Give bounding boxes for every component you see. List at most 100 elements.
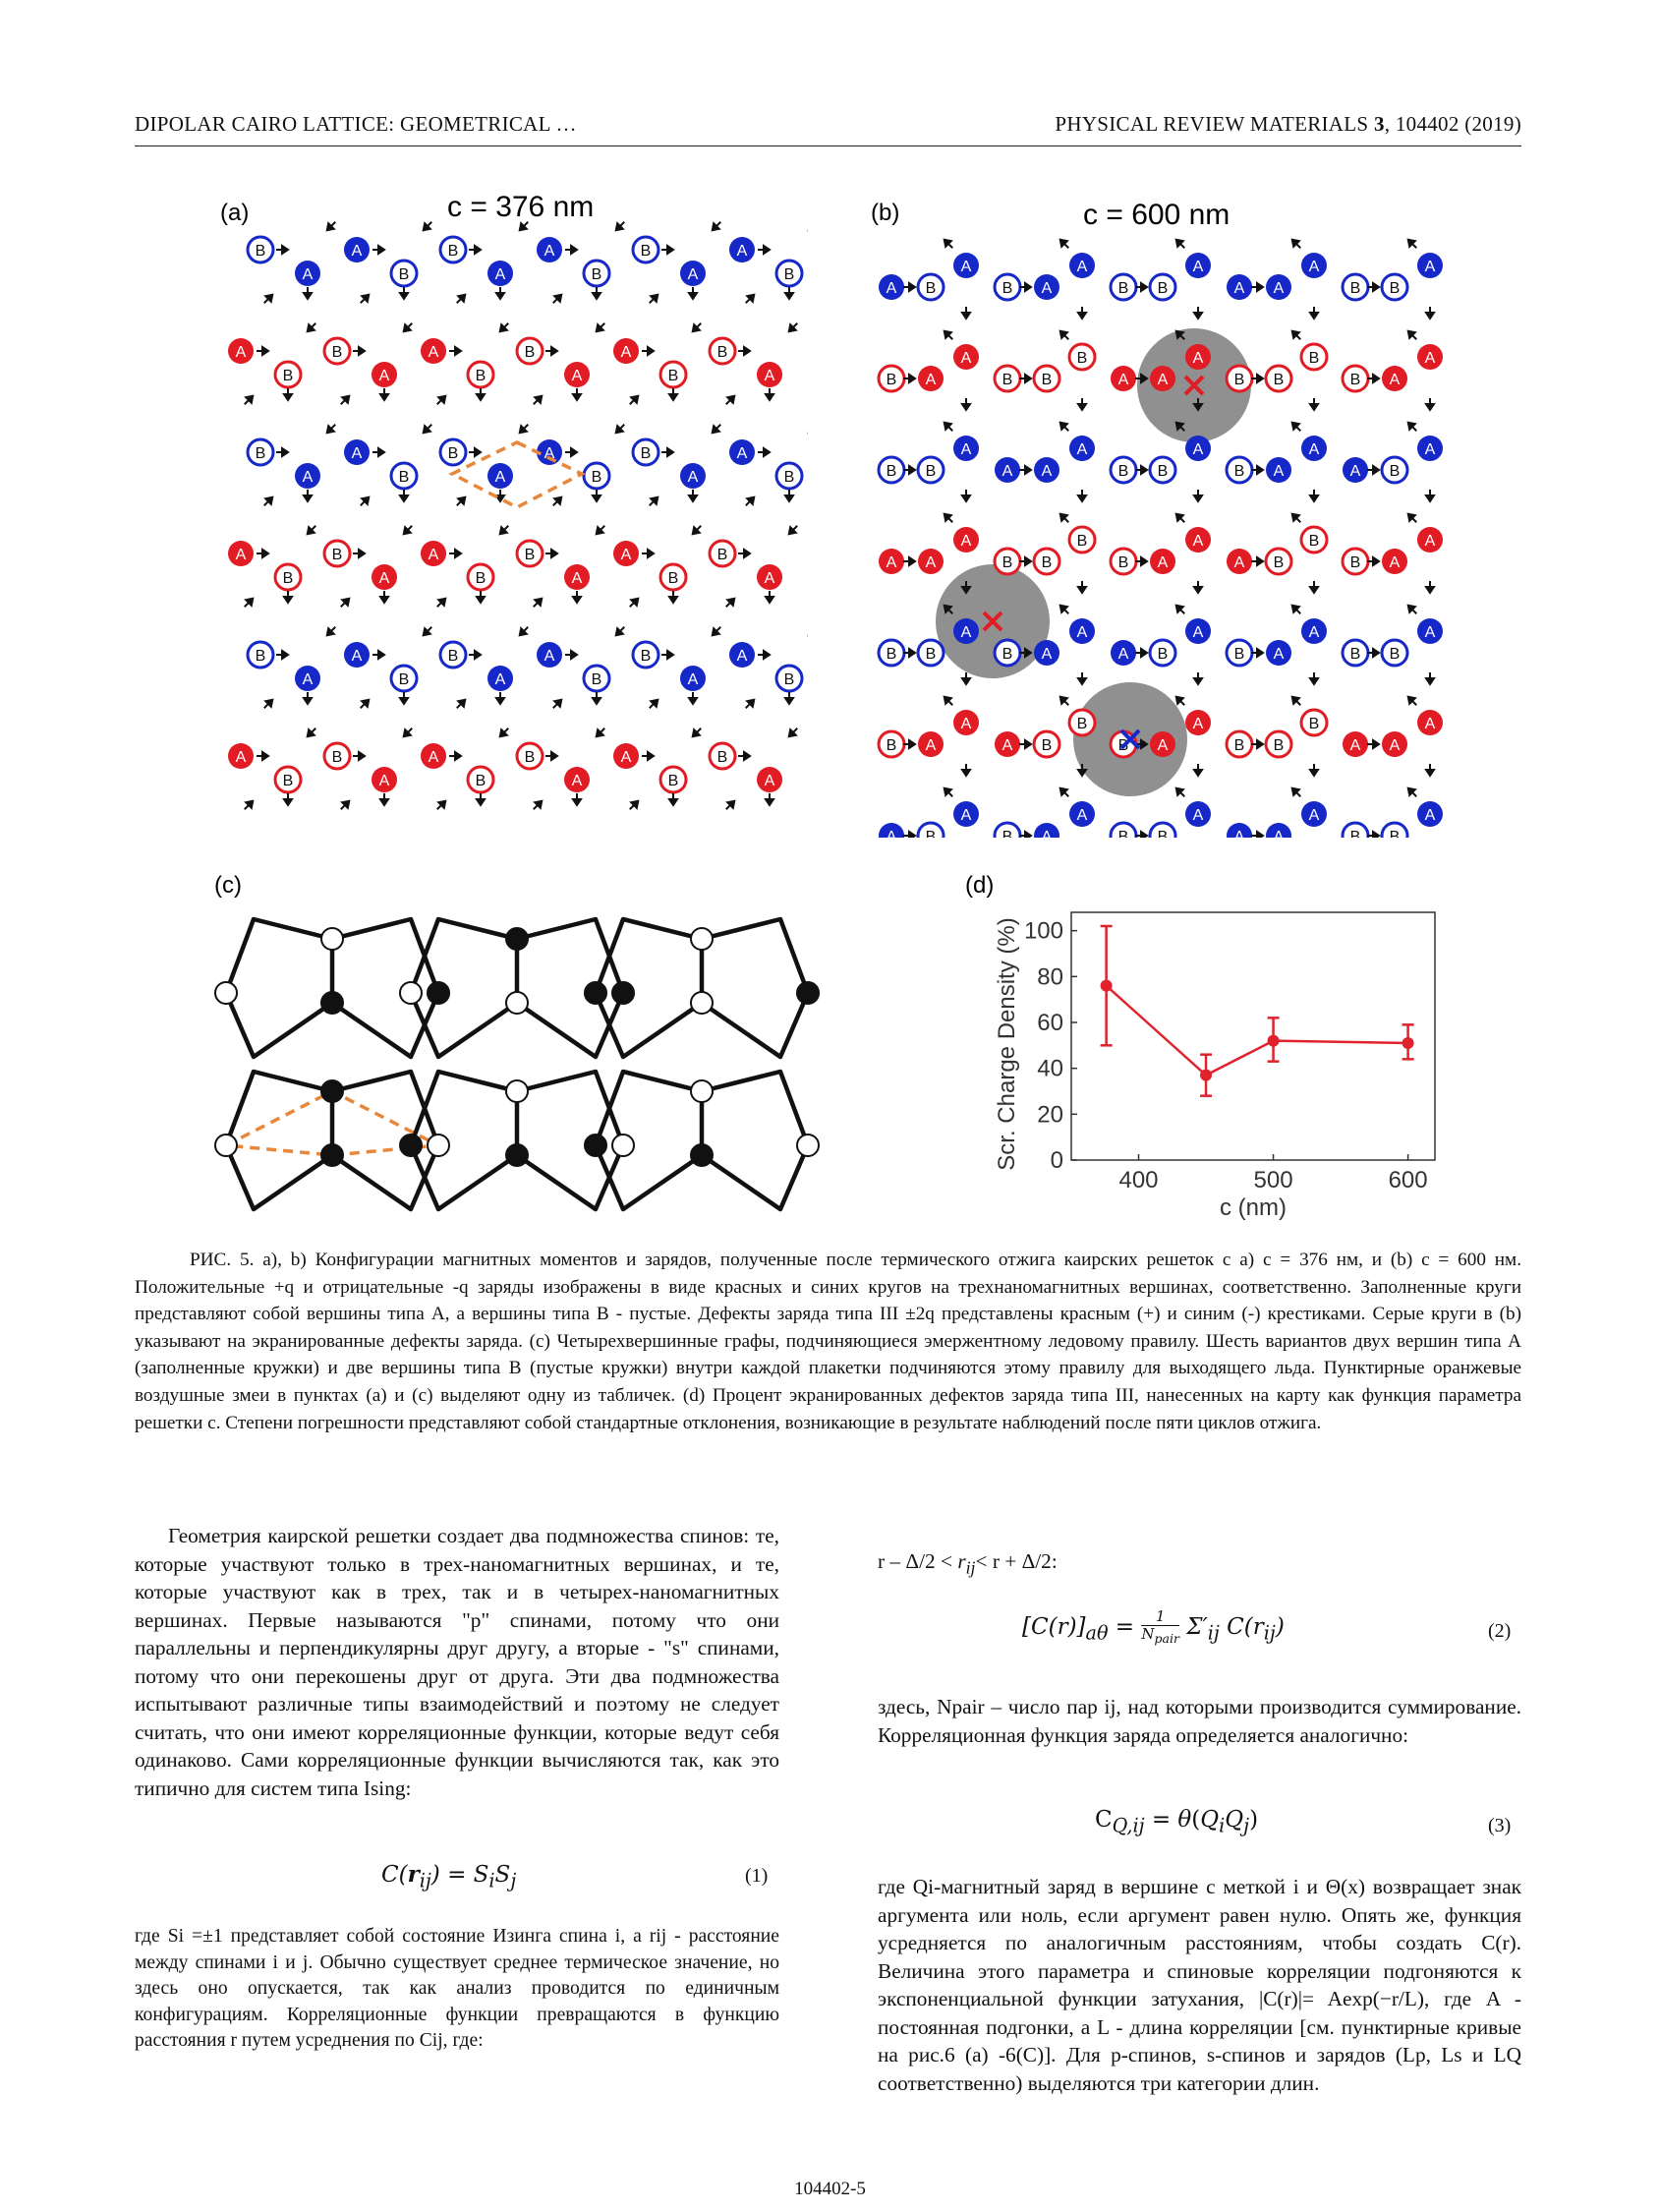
moment-arrow	[533, 799, 544, 810]
plaquette	[584, 916, 820, 1060]
vertex-label: A	[1309, 624, 1320, 641]
type-a-vertex: A	[729, 237, 755, 262]
vertex-label: A	[1042, 280, 1053, 297]
vertex-label: B	[668, 570, 679, 587]
vertex-label: B	[784, 266, 795, 283]
type-a-vertex: A	[1301, 253, 1327, 278]
moment-arrow	[1406, 786, 1417, 797]
type-b-vertex: B	[322, 539, 352, 568]
moment-arrow	[903, 647, 917, 659]
vertex-label: B	[1234, 463, 1245, 480]
vertex-label: A	[926, 554, 937, 571]
type-a-vertex: A	[680, 463, 706, 489]
vertex-label: A	[572, 570, 583, 587]
y-tick-label: 60	[1037, 1010, 1063, 1036]
moment-arrow	[263, 495, 274, 506]
vertex-label: A	[1274, 463, 1285, 480]
type-b-vertex: B	[1109, 455, 1138, 485]
moment-arrow	[1424, 398, 1436, 412]
vertex-label: A	[1425, 441, 1436, 458]
type-b-vertex: B	[1032, 364, 1061, 393]
moment-arrow	[764, 591, 775, 605]
moment-arrow	[1135, 281, 1149, 293]
moment-arrow	[745, 293, 756, 304]
vertex-label: B	[1002, 554, 1013, 571]
moment-arrow	[667, 793, 679, 807]
vertex-label: B	[1390, 829, 1401, 838]
type-a-vertex	[427, 981, 450, 1005]
type-b-vertex: B	[774, 259, 804, 288]
vertex-label: A	[544, 243, 555, 260]
moment-arrow	[340, 597, 351, 608]
moment-arrow	[353, 548, 367, 559]
panel-b-title: c = 600 nm	[1083, 199, 1230, 231]
type-b-vertex: B	[1341, 272, 1370, 302]
vertex-label: B	[1002, 372, 1013, 388]
type-a-vertex: A	[1034, 823, 1059, 838]
vertex-label: A	[1350, 737, 1361, 754]
vertex-label: A	[926, 737, 937, 754]
moment-arrow	[1019, 373, 1033, 384]
type-b-vertex: B	[774, 664, 804, 693]
vertex-label: B	[784, 469, 795, 486]
moment-arrow	[1290, 421, 1301, 432]
type-b-vertex: B	[708, 336, 737, 366]
data-point	[1100, 979, 1113, 992]
vertex-label: B	[717, 749, 728, 766]
type-b-vertex: B	[246, 235, 275, 264]
moment-arrow	[1406, 695, 1417, 706]
moment-arrow	[1290, 695, 1301, 706]
moment-arrow	[629, 799, 640, 810]
vertex-label: B	[1274, 737, 1285, 754]
moment-arrow	[1019, 647, 1033, 659]
type-a-vertex: A	[228, 338, 254, 364]
moment-arrow	[372, 446, 386, 458]
moment-arrow	[667, 591, 679, 605]
moment-arrow	[340, 799, 351, 810]
moment-arrow	[661, 244, 675, 256]
vertex-label: B	[717, 344, 728, 361]
moment-arrow	[1424, 581, 1436, 595]
vertex-label: A	[1390, 554, 1401, 571]
moment-arrow	[1290, 512, 1301, 523]
paragraph-3: здесь, Npair – число пар ij, над которым…	[878, 1695, 1521, 1747]
type-b-vertex: B	[273, 765, 303, 794]
type-a-vertex: A	[344, 642, 370, 668]
vertex-label: A	[236, 749, 247, 766]
type-b-vertex: B	[1225, 455, 1254, 485]
vertex-label: B	[1309, 350, 1320, 367]
moment-arrow	[595, 728, 605, 738]
vertex-label: B	[525, 344, 536, 361]
moment-arrow	[325, 626, 336, 637]
vertex-label: A	[1350, 463, 1361, 480]
vertex-label: A	[1077, 259, 1088, 275]
moment-arrow	[276, 244, 290, 256]
moment-arrow	[903, 738, 917, 750]
moment-arrow	[1174, 329, 1185, 340]
y-tick-label: 80	[1037, 963, 1063, 990]
vertex-label: A	[544, 648, 555, 665]
moment-arrow	[649, 293, 659, 304]
vertex-label: A	[1158, 737, 1169, 754]
moment-arrow	[758, 649, 772, 661]
vertex-label: B	[1350, 280, 1361, 297]
moment-arrow	[1290, 786, 1301, 797]
type-a-vertex: A	[729, 439, 755, 465]
moment-arrow	[903, 555, 917, 567]
type-a-vertex: A	[879, 274, 904, 300]
moment-arrow	[691, 728, 702, 738]
moment-arrow	[738, 750, 752, 762]
vertex-label: A	[961, 533, 972, 550]
plaquette	[399, 1069, 635, 1212]
moment-arrow	[738, 345, 752, 357]
moment-arrow	[545, 750, 559, 762]
moment-arrow	[649, 495, 659, 506]
vertex-label: B	[1042, 554, 1053, 571]
vertex-label: A	[926, 372, 937, 388]
vertex-label: A	[1390, 737, 1401, 754]
vertex-label: B	[887, 372, 897, 388]
type-a-vertex: A	[537, 237, 562, 262]
vertex-label: B	[1118, 554, 1129, 571]
type-a-vertex: A	[1382, 366, 1407, 391]
moment-arrow	[1059, 238, 1069, 249]
